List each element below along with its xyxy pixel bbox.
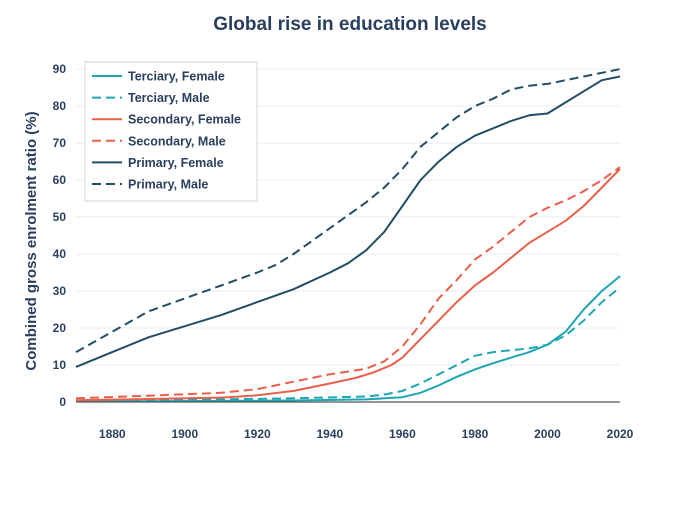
y-tick-label: 40 [53,247,67,261]
legend-item-label[interactable]: Secondary, Female [128,113,241,127]
y-tick-label: 20 [53,321,67,335]
x-tick-label: 1920 [244,427,271,441]
y-tick-label: 0 [59,395,66,409]
legend-item-label[interactable]: Primary, Male [128,178,208,192]
series-line-primary-female[interactable] [75,75,621,368]
x-tick-label: 1940 [317,427,344,441]
series-line-terciary-male[interactable] [75,286,621,402]
x-tick-label: 1880 [99,427,126,441]
plot-area [75,68,621,403]
y-tick-label: 50 [53,210,67,224]
series-line-terciary-female[interactable] [76,275,621,403]
y-axis-title: Combined gross enrolment ratio (%) [23,111,40,370]
legend-item-label[interactable]: Terciary, Female [128,70,225,84]
y-tick-label: 80 [53,99,67,113]
series-line-secondary-male[interactable] [75,166,621,400]
y-tick-label: 30 [53,284,67,298]
legend-item-label[interactable]: Primary, Female [128,156,224,170]
series-line-secondary-female[interactable] [75,168,621,402]
x-tick-label: 2000 [534,427,561,441]
x-tick-label: 1900 [171,427,198,441]
y-tick-label: 70 [53,136,67,150]
y-tick-label: 10 [53,358,67,372]
axes: 0 10 20 30 40 50 60 70 80 90 1880 1900 1920 1940 1960 1… [53,62,634,441]
y-tick-label: 90 [53,62,67,76]
y-tick-label: 60 [53,173,67,187]
x-tick-label: 1960 [389,427,416,441]
x-tick-label: 2020 [607,427,634,441]
series-line-primary-male[interactable] [75,68,621,353]
legend-item-label[interactable]: Secondary, Male [128,134,226,148]
legend-item-label[interactable]: Terciary, Male [128,91,210,105]
legend-box [84,61,258,202]
chart-title: Global rise in education levels [213,14,486,35]
legend[interactable]: Terciary, Female Terciary, Male Secondary,… [84,61,258,202]
x-tick-label: 1980 [462,427,489,441]
